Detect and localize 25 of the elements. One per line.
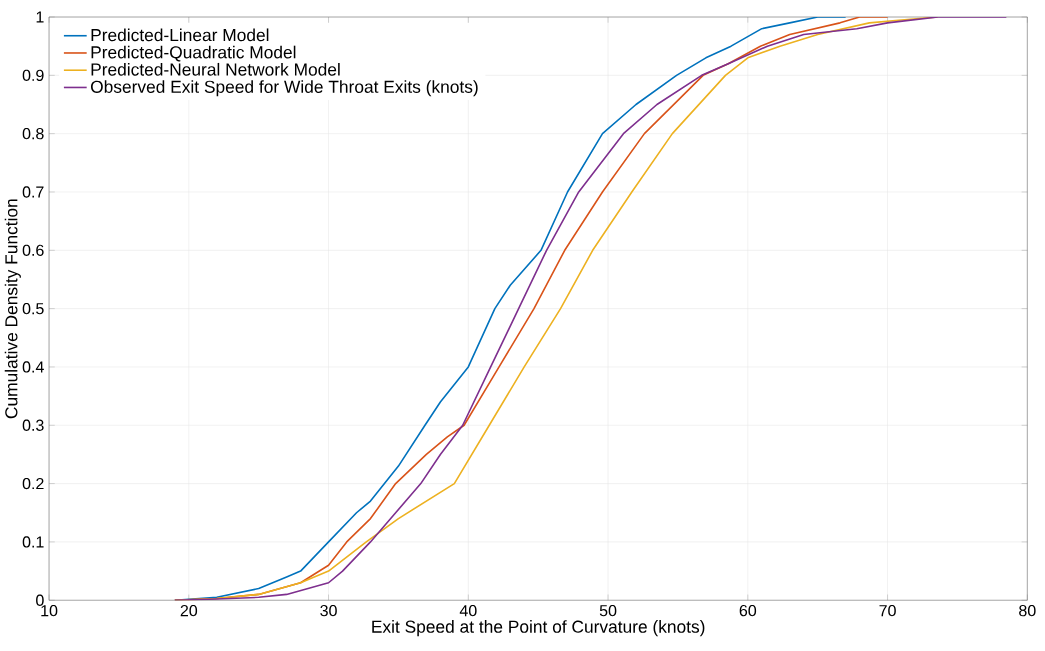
y-tick-label: 1 [36, 11, 44, 23]
y-axis-title: Cumulative Density Function [4, 199, 21, 419]
y-tick-label: 0.4 [22, 361, 44, 373]
legend-label: Predicted-Linear Model [91, 28, 269, 42]
y-tick-label: 0 [36, 594, 44, 606]
y-tick-label: 0.3 [22, 419, 44, 431]
x-tick-label: 80 [1019, 604, 1036, 617]
legend-label: Observed Exit Speed for Wide Throat Exits (knots) [90, 80, 478, 97]
y-tick-label: 0.7 [22, 186, 44, 198]
y-tick-label: 0.5 [22, 302, 44, 315]
x-tick-label: 40 [459, 604, 477, 617]
y-tick-label: 0.6 [22, 244, 44, 256]
x-tick-label: 60 [739, 604, 757, 617]
x-tick-label: 30 [320, 604, 337, 617]
x-axis-title: Exit Speed at the Point of Curvature (knots) [372, 620, 705, 637]
x-tick-label: 20 [180, 604, 198, 617]
y-tick-label: 0.2 [22, 477, 44, 490]
y-tick-label: 0.9 [22, 69, 44, 82]
x-tick-label: 10 [41, 604, 58, 617]
y-tick-label: 0.8 [22, 128, 44, 140]
y-tick-label: 0.1 [22, 536, 44, 548]
x-tick-label: 50 [599, 604, 617, 617]
legend-label: Predicted-Neural Network Model [91, 62, 340, 76]
x-tick-label: 70 [879, 604, 896, 617]
legend-label: Predicted-Quadratic Model [91, 45, 296, 62]
